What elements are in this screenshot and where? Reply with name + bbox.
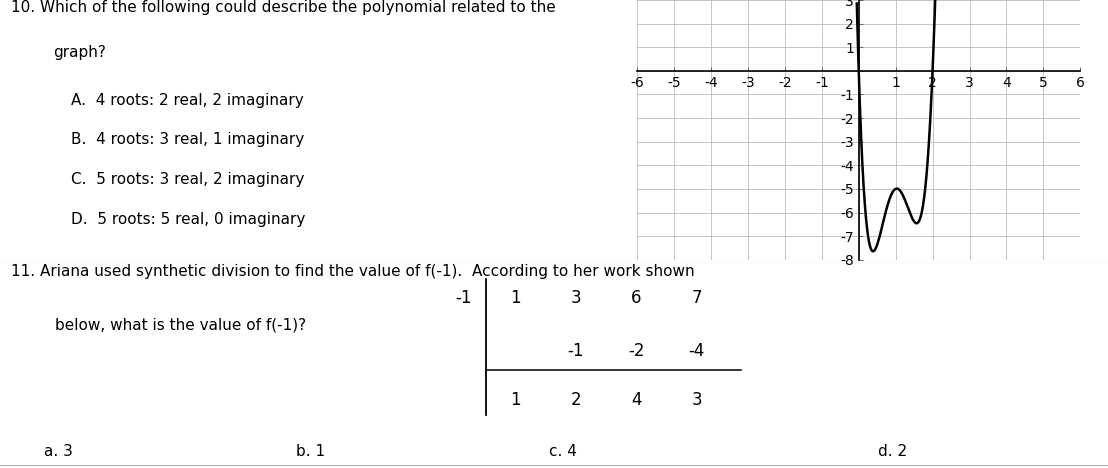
Text: -1: -1	[567, 342, 584, 360]
Text: 7: 7	[691, 289, 701, 307]
Text: 11. Ariana used synthetic division to find the value of f(-1).  According to her: 11. Ariana used synthetic division to fi…	[11, 264, 695, 279]
Text: 1: 1	[511, 289, 521, 307]
Text: 6: 6	[632, 289, 642, 307]
Text: 2: 2	[571, 391, 582, 409]
Text: -2: -2	[628, 342, 645, 360]
Text: D.  5 roots: 5 real, 0 imaginary: D. 5 roots: 5 real, 0 imaginary	[71, 212, 306, 227]
Text: B.  4 roots: 3 real, 1 imaginary: B. 4 roots: 3 real, 1 imaginary	[71, 132, 305, 147]
Text: A.  4 roots: 2 real, 2 imaginary: A. 4 roots: 2 real, 2 imaginary	[71, 93, 304, 108]
Text: -4: -4	[688, 342, 705, 360]
Text: 3: 3	[571, 289, 582, 307]
Text: 3: 3	[691, 391, 702, 409]
Text: -1: -1	[455, 289, 472, 307]
Text: a. 3: a. 3	[44, 444, 73, 459]
Text: b. 1: b. 1	[296, 444, 326, 459]
Text: below, what is the value of f(-1)?: below, what is the value of f(-1)?	[55, 317, 306, 332]
Text: c. 4: c. 4	[548, 444, 576, 459]
Text: d. 2: d. 2	[878, 444, 906, 459]
Text: 1: 1	[511, 391, 521, 409]
Text: graph?: graph?	[53, 45, 106, 60]
Text: 10. Which of the following could describe the polynomial related to the: 10. Which of the following could describ…	[11, 0, 556, 15]
Text: 4: 4	[632, 391, 642, 409]
Text: C.  5 roots: 3 real, 2 imaginary: C. 5 roots: 3 real, 2 imaginary	[71, 172, 305, 187]
